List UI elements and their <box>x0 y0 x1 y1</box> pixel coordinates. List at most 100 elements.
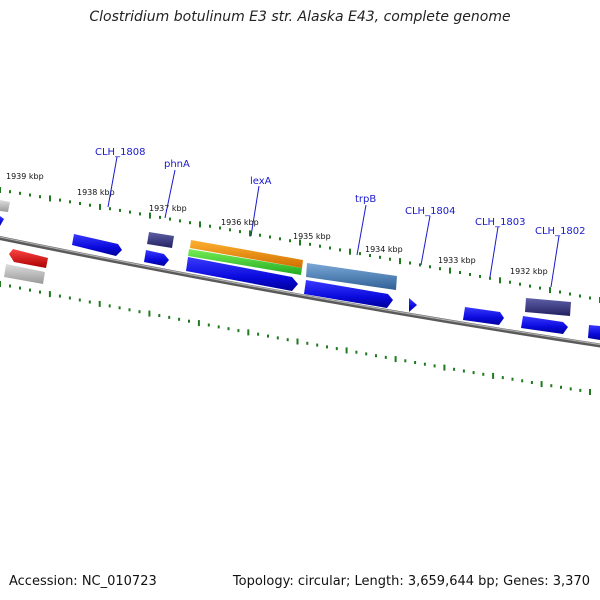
minor-tick <box>559 290 561 294</box>
minor-tick <box>530 381 533 384</box>
major-tick <box>48 291 51 298</box>
scale-labels: 1939 kbp 1938 kbp 1937 kbp 1936 kbp 1935… <box>6 172 548 276</box>
major-tick <box>0 187 1 193</box>
minor-tick <box>217 325 220 329</box>
minor-tick <box>229 228 231 232</box>
feature-cds-1803 <box>463 307 504 325</box>
minor-tick <box>169 217 171 221</box>
minor-tick <box>109 207 111 211</box>
minor-tick <box>519 282 521 286</box>
gene-label-phna[interactable]: phnA <box>164 159 190 170</box>
minor-tick <box>369 254 371 257</box>
minor-tick <box>88 300 91 304</box>
minor-tick <box>539 286 541 290</box>
major-tick <box>345 347 348 354</box>
feature-cds-left-edge <box>0 216 4 226</box>
genome-backbone-highlight <box>0 236 600 346</box>
feature-cds-1808 <box>72 234 122 256</box>
major-tick <box>540 381 543 388</box>
major-tick <box>199 221 201 228</box>
minor-tick <box>339 248 341 252</box>
minor-tick <box>375 354 377 358</box>
minor-tick <box>462 369 465 373</box>
major-tick <box>296 338 299 345</box>
gene-label-trpb[interactable]: trpB <box>355 194 376 205</box>
minor-tick <box>389 257 391 261</box>
minor-tick <box>355 350 358 354</box>
minor-tick <box>359 252 361 256</box>
major-tick <box>499 277 501 284</box>
leader-line-lexa <box>250 185 260 237</box>
minor-tick <box>289 239 291 243</box>
minor-tick <box>69 200 71 204</box>
minor-tick <box>89 203 91 207</box>
minor-tick <box>239 230 241 234</box>
feature-phna <box>147 232 174 248</box>
minor-tick <box>365 352 368 356</box>
minor-tick <box>79 202 81 205</box>
gene-label-lexa[interactable]: lexA <box>250 176 272 187</box>
minor-tick <box>179 219 181 223</box>
minor-tick <box>569 292 571 296</box>
minor-tick <box>269 235 271 239</box>
major-tick <box>549 287 551 294</box>
minor-tick <box>237 329 240 333</box>
minor-tick <box>529 284 531 288</box>
gene-label-clh1803[interactable]: CLH_1803 <box>475 217 526 228</box>
minor-tick <box>259 233 261 237</box>
minor-tick <box>423 362 426 366</box>
minor-tick <box>453 367 456 371</box>
kbp-label-1938: 1938 kbp <box>77 188 115 197</box>
minor-tick <box>419 263 421 267</box>
genome-backbone <box>0 236 600 348</box>
major-tick <box>299 239 301 246</box>
minor-tick <box>459 271 461 274</box>
kbp-label-1935: 1935 kbp <box>293 232 331 241</box>
major-tick <box>589 389 591 395</box>
major-tick <box>149 212 151 219</box>
kbp-label-1936: 1936 kbp <box>221 218 259 227</box>
major-tick <box>0 281 1 287</box>
major-tick <box>98 300 101 307</box>
feature-grey-left-lower <box>4 264 45 284</box>
minor-tick <box>58 294 61 298</box>
gene-label-clh1804[interactable]: CLH_1804 <box>405 206 456 217</box>
minor-tick <box>409 261 411 265</box>
minor-tick <box>316 343 319 347</box>
map-title: Clostridium botulinum E3 str. Alaska E43… <box>89 9 511 25</box>
major-tick <box>449 267 451 274</box>
topology-text: Topology: circular; Length: 3,659,644 bp… <box>232 574 590 589</box>
feature-cds-lexa-lower <box>186 257 298 291</box>
minor-tick <box>39 290 41 294</box>
minor-tick <box>404 359 407 363</box>
gene-label-clh1808[interactable]: CLH_1808 <box>95 147 146 158</box>
minor-tick <box>119 208 121 212</box>
minor-tick <box>501 376 504 380</box>
feature-lexa-orange <box>190 240 303 268</box>
minor-tick <box>279 237 281 241</box>
feature-cds-1804-small <box>409 298 417 312</box>
minor-tick <box>276 336 279 340</box>
minor-tick <box>257 332 260 336</box>
kbp-label-1934: 1934 kbp <box>365 245 403 254</box>
minor-tick <box>509 280 511 284</box>
gene-label-clh1802[interactable]: CLH_1802 <box>535 226 586 237</box>
minor-tick <box>219 226 221 230</box>
minor-tick <box>108 304 111 308</box>
kbp-label-1937: 1937 kbp <box>149 204 187 213</box>
feature-cds-trpb-lower <box>304 280 393 308</box>
major-tick <box>249 230 251 237</box>
minor-tick <box>138 310 141 314</box>
minor-tick <box>188 319 190 323</box>
major-tick <box>197 320 200 327</box>
minor-tick <box>158 314 161 317</box>
feature-lexa-green <box>188 249 302 275</box>
minor-tick <box>189 221 191 225</box>
major-tick <box>99 203 101 210</box>
minor-tick <box>511 377 514 381</box>
minor-tick <box>335 347 338 351</box>
minor-tick <box>439 267 441 271</box>
minor-tick <box>482 372 485 376</box>
minor-tick <box>39 195 41 199</box>
minor-tick <box>319 244 321 248</box>
